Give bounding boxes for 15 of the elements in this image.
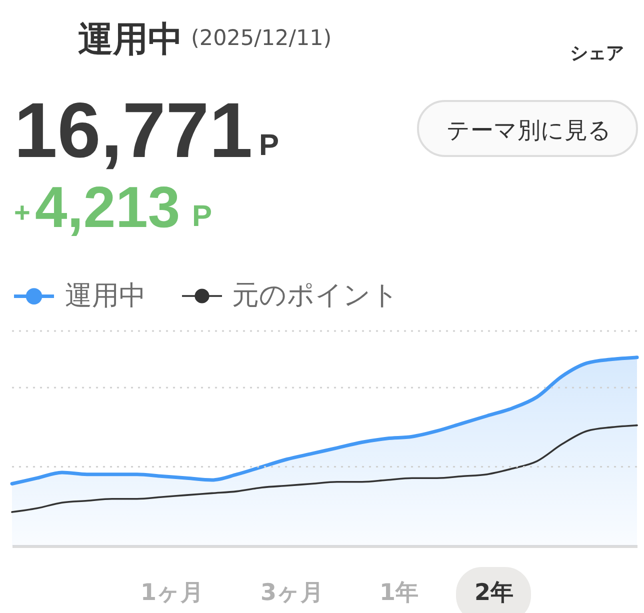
text: P <box>192 200 212 233</box>
text: P <box>259 129 280 162</box>
text: 1年 <box>379 580 419 606</box>
text: テーマ別に見る <box>446 118 612 144</box>
chart-title: 運用中 <box>78 20 183 60</box>
legend-label: 運用中 <box>65 280 146 312</box>
chart-subtitle: (2025/12/11) <box>191 26 332 51</box>
text: 16,771 <box>14 86 253 174</box>
text: 1ヶ月 <box>140 580 204 606</box>
text: 2年 <box>474 580 514 606</box>
text: 4,213 <box>35 175 180 240</box>
text: + <box>14 197 30 228</box>
text: 3ヶ月 <box>260 580 324 606</box>
legend-label: 元のポイント <box>232 280 399 311</box>
text: シェア <box>570 43 624 64</box>
